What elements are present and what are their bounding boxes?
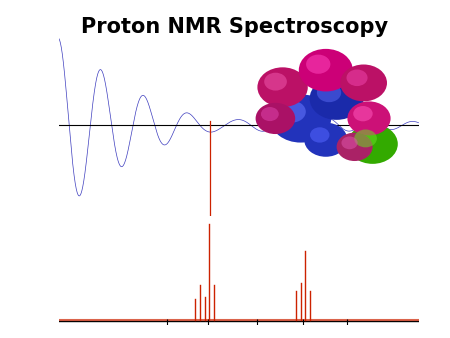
Circle shape [354,129,377,147]
Circle shape [257,67,308,107]
Circle shape [264,73,287,91]
Circle shape [346,70,368,86]
Circle shape [304,123,347,157]
Circle shape [256,103,295,134]
Circle shape [337,132,373,161]
Circle shape [270,94,331,143]
Circle shape [317,83,341,102]
Circle shape [261,107,279,121]
Circle shape [299,49,353,92]
Circle shape [310,127,329,143]
Circle shape [278,101,306,123]
Circle shape [310,77,364,120]
Circle shape [340,65,387,101]
Circle shape [347,101,391,136]
Circle shape [353,106,373,121]
Text: Proton NMR Spectroscopy: Proton NMR Spectroscopy [81,17,388,37]
Circle shape [342,137,358,149]
Circle shape [347,124,398,164]
Circle shape [306,55,330,74]
